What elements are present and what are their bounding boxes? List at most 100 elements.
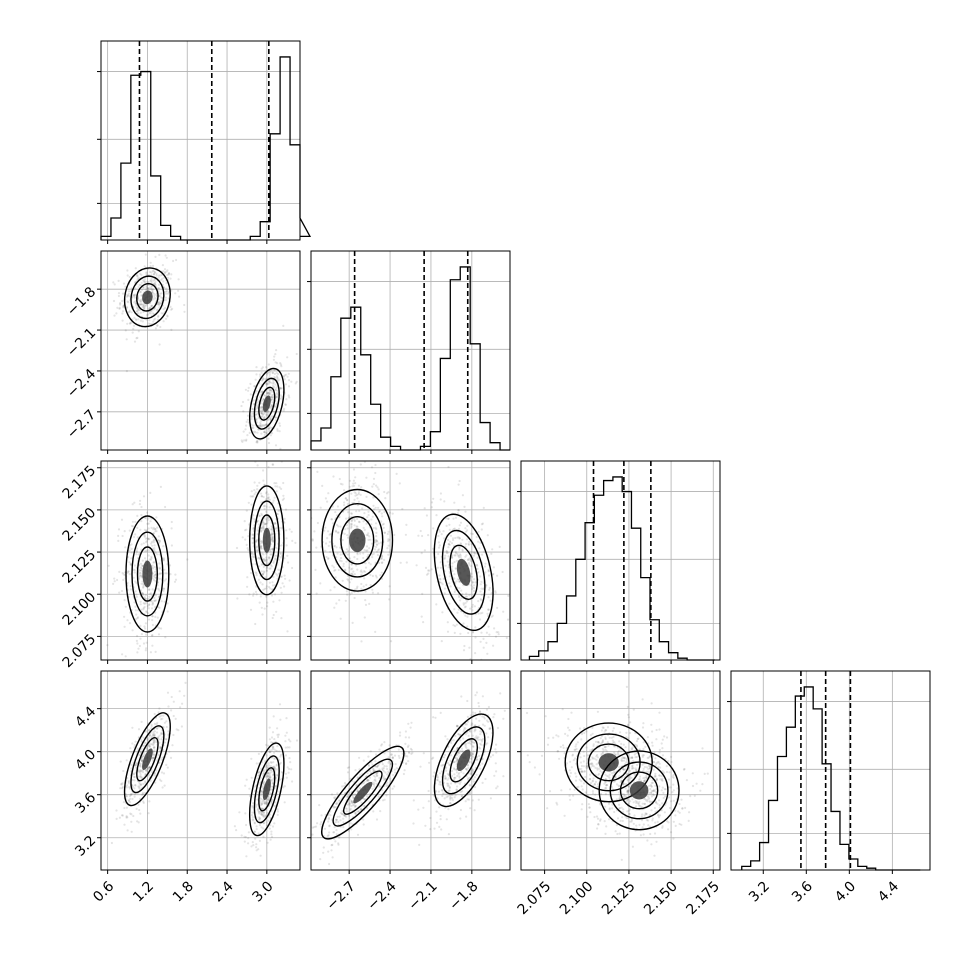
x-tick-label-0-3: 2.4 bbox=[210, 878, 237, 905]
y-tick-label-3-0: 3.2 bbox=[72, 833, 99, 860]
contour-1-0-1-3 bbox=[262, 395, 271, 412]
samples-2-0-0 bbox=[106, 485, 189, 658]
contour-3-0-0-1 bbox=[130, 725, 165, 794]
contour-3-2-0-0 bbox=[564, 722, 653, 803]
hist-panel-2 bbox=[517, 460, 721, 664]
x-tick-label-2-0: 2.075 bbox=[515, 878, 555, 918]
contour-2-1-1-1 bbox=[441, 529, 486, 615]
contour-3-2-0-3 bbox=[598, 753, 619, 772]
contour-2-1-0-2 bbox=[340, 515, 375, 565]
hist-panel-3 bbox=[727, 670, 931, 874]
x-tick-label-0-2: 1.8 bbox=[170, 878, 197, 905]
histogram-1 bbox=[310, 266, 510, 451]
contour-3-2-0-2 bbox=[587, 743, 630, 782]
contour-1-0-1-0 bbox=[249, 367, 285, 440]
contour-2-0-1-3 bbox=[262, 527, 271, 553]
contour-2-0-1-1 bbox=[253, 500, 280, 581]
histogram-0 bbox=[100, 56, 312, 241]
contour-2-1-1-3 bbox=[456, 558, 471, 586]
hist-frame-2 bbox=[520, 460, 721, 661]
contour-3-0-0-3 bbox=[142, 748, 153, 771]
contour-3-1-0-0 bbox=[321, 745, 405, 840]
x-tick-label-0-0: 0.6 bbox=[90, 878, 117, 905]
scatter-panel-3-1 bbox=[307, 670, 511, 874]
contour-3-1-0-1 bbox=[332, 758, 394, 827]
x-tick-label-2-3: 2.150 bbox=[641, 878, 681, 918]
y-tick-label-2-1: 2.100 bbox=[60, 589, 100, 629]
scatter-panel-2-0 bbox=[97, 460, 301, 664]
histogram-2 bbox=[528, 476, 715, 661]
x-tick-label-1-2: −2.1 bbox=[405, 878, 440, 913]
samples-2-1-0 bbox=[311, 461, 408, 643]
y-tick-label-2-2: 2.125 bbox=[60, 547, 100, 587]
hist-frame-0 bbox=[100, 40, 301, 241]
y-tick-label-2-3: 2.150 bbox=[60, 505, 100, 545]
contour-2-0-1-2 bbox=[258, 514, 276, 567]
contour-1-0-0-0 bbox=[123, 267, 171, 328]
x-tick-label-1-1: −2.4 bbox=[364, 878, 399, 913]
x-tick-label-2-4: 2.175 bbox=[683, 878, 723, 918]
contour-3-0-1-3 bbox=[262, 778, 271, 801]
panel-frame-2-1 bbox=[310, 460, 511, 661]
hist-frame-3 bbox=[730, 670, 931, 871]
x-tick-label-1-3: −1.8 bbox=[446, 878, 481, 913]
contour-3-2-1-0 bbox=[598, 750, 680, 831]
contour-3-0-0-0 bbox=[123, 712, 171, 807]
x-tick-label-3-1: 3.6 bbox=[789, 878, 816, 905]
contour-3-1-0-3 bbox=[353, 781, 373, 804]
contour-1-0-0-1 bbox=[130, 275, 165, 320]
x-tick-label-0-4: 3.0 bbox=[250, 878, 277, 905]
contour-3-0-0-2 bbox=[136, 736, 159, 782]
contour-3-1-0-2 bbox=[342, 770, 383, 815]
hist-panel-0 bbox=[97, 40, 312, 244]
contour-2-1-1-2 bbox=[449, 544, 479, 600]
x-tick-label-1-0: −2.7 bbox=[324, 878, 359, 913]
hist-panel-1 bbox=[307, 250, 511, 454]
x-tick-label-2-2: 2.125 bbox=[599, 878, 639, 918]
y-tick-label-2-0: 2.075 bbox=[60, 631, 100, 671]
contour-3-2-1-1 bbox=[609, 761, 669, 820]
contour-3-2-1-3 bbox=[629, 781, 649, 800]
contour-2-0-0-1 bbox=[131, 531, 164, 617]
contour-2-1-0-3 bbox=[349, 528, 366, 553]
samples-2-1-1 bbox=[405, 465, 510, 660]
contour-1-0-0-3 bbox=[142, 290, 153, 305]
panel-frame-3-2 bbox=[520, 670, 721, 871]
contour-2-1-0-0 bbox=[321, 488, 394, 592]
y-tick-label-1-1: −2.4 bbox=[64, 366, 99, 401]
y-tick-label-3-2: 4.0 bbox=[72, 747, 99, 774]
y-tick-label-2-4: 2.175 bbox=[60, 463, 100, 503]
scatter-panel-2-1 bbox=[307, 460, 511, 664]
contour-3-0-1-1 bbox=[253, 755, 280, 824]
contour-1-0-1-2 bbox=[258, 386, 276, 421]
y-tick-label-1-3: −1.8 bbox=[64, 284, 99, 319]
contour-2-1-0-1 bbox=[331, 502, 384, 578]
histogram-3 bbox=[741, 686, 921, 871]
scatter-panel-3-2 bbox=[517, 670, 721, 874]
x-tick-label-3-2: 4.0 bbox=[832, 878, 859, 905]
x-tick-label-2-1: 2.100 bbox=[557, 878, 597, 918]
contour-3-1-1-1 bbox=[441, 726, 486, 795]
x-tick-label-3-0: 3.2 bbox=[746, 878, 773, 905]
panel-frame-3-0 bbox=[100, 670, 301, 871]
contour-2-1-1-0 bbox=[433, 513, 494, 632]
contour-1-0-1-1 bbox=[253, 377, 280, 430]
hist-frame-1 bbox=[310, 250, 511, 451]
scatter-panel-3-0 bbox=[97, 670, 301, 874]
contour-3-0-1-2 bbox=[258, 767, 276, 812]
contour-2-0-1-0 bbox=[249, 485, 285, 596]
x-tick-label-3-3: 4.4 bbox=[875, 878, 902, 905]
x-tick-label-0-1: 1.2 bbox=[130, 878, 157, 905]
contour-1-0-0-2 bbox=[136, 282, 159, 312]
scatter-panel-1-0 bbox=[97, 250, 301, 454]
y-tick-label-1-0: −2.7 bbox=[64, 407, 99, 442]
panel-frame-2-0 bbox=[100, 460, 301, 661]
panel-frame-1-0 bbox=[100, 250, 301, 451]
contour-3-2-1-2 bbox=[619, 771, 659, 810]
y-tick-label-1-2: −2.1 bbox=[64, 325, 99, 360]
y-tick-label-3-1: 3.6 bbox=[72, 790, 99, 817]
contour-2-0-0-0 bbox=[125, 515, 170, 633]
contour-2-0-0-2 bbox=[136, 546, 158, 602]
panel-frame-3-1 bbox=[310, 670, 511, 871]
